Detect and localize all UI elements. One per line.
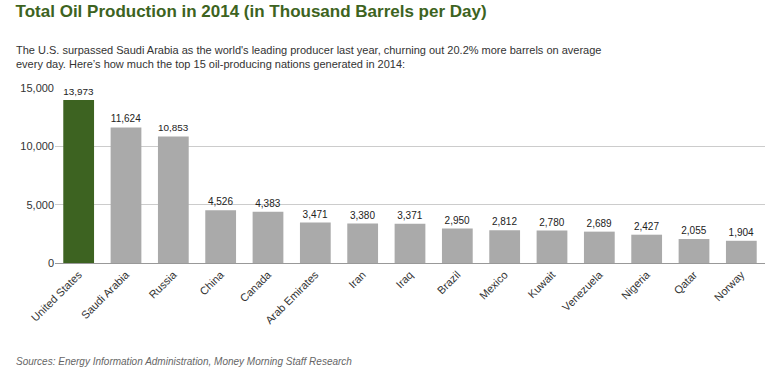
svg-text:China: China xyxy=(197,268,226,297)
svg-text:10,000: 10,000 xyxy=(20,140,54,152)
svg-text:Qatar: Qatar xyxy=(671,268,699,296)
svg-text:3,371: 3,371 xyxy=(397,210,422,221)
svg-text:Norway: Norway xyxy=(712,268,747,303)
svg-text:1,904: 1,904 xyxy=(729,227,754,238)
svg-text:Iraq: Iraq xyxy=(393,269,415,291)
svg-text:2,055: 2,055 xyxy=(681,225,706,236)
svg-text:Total Oil Production in 2014 (: Total Oil Production in 2014 (in Thousan… xyxy=(16,2,487,21)
svg-text:The U.S. surpassed Saudi Arabi: The U.S. surpassed Saudi Arabia as the w… xyxy=(16,44,601,70)
svg-text:Canada: Canada xyxy=(238,268,274,304)
svg-text:Russia: Russia xyxy=(146,268,179,301)
svg-text:3,471: 3,471 xyxy=(303,209,328,220)
svg-text:2,780: 2,780 xyxy=(539,217,564,228)
svg-text:Iran: Iran xyxy=(346,269,368,291)
svg-text:Saudi Arabia: Saudi Arabia xyxy=(79,268,132,321)
svg-text:United States: United States xyxy=(29,268,85,324)
svg-text:Arab Emirates: Arab Emirates xyxy=(263,268,321,326)
svg-text:Kuwait: Kuwait xyxy=(525,269,557,301)
svg-text:Mexico: Mexico xyxy=(477,269,510,302)
svg-text:3,380: 3,380 xyxy=(350,210,375,221)
svg-text:4,383: 4,383 xyxy=(255,198,280,209)
svg-text:11,624: 11,624 xyxy=(111,113,141,124)
svg-text:13,973: 13,973 xyxy=(63,86,94,97)
svg-text:2,689: 2,689 xyxy=(587,218,612,229)
svg-text:2,427: 2,427 xyxy=(634,221,659,232)
svg-text:15,000: 15,000 xyxy=(20,82,54,94)
svg-text:2,950: 2,950 xyxy=(445,215,470,226)
svg-text:2,812: 2,812 xyxy=(492,216,517,227)
svg-text:0: 0 xyxy=(48,257,54,269)
svg-text:Venezuela: Venezuela xyxy=(560,268,605,313)
svg-text:Nigeria: Nigeria xyxy=(619,268,653,302)
svg-text:Sources: Energy Information Ad: Sources: Energy Information Administrati… xyxy=(16,356,352,367)
svg-text:4,526: 4,526 xyxy=(208,196,233,207)
svg-text:10,853: 10,853 xyxy=(158,122,189,133)
svg-text:Brazil: Brazil xyxy=(435,269,463,297)
svg-text:5,000: 5,000 xyxy=(26,199,54,211)
